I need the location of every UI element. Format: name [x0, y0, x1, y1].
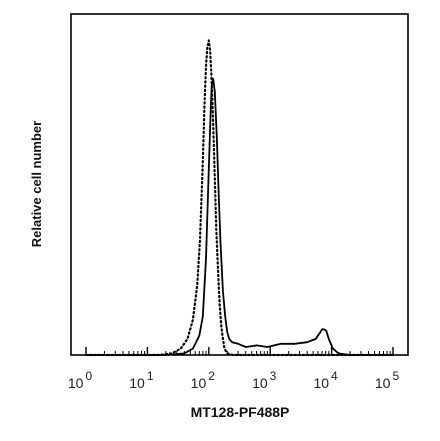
- x-tick-label: 10 1: [129, 369, 154, 391]
- y-axis-title: Relative cell number: [29, 121, 44, 247]
- x-axis-title: MT128-PF488P: [191, 404, 290, 420]
- solid-histogram-line: [85, 78, 394, 356]
- plot-frame: [70, 13, 409, 356]
- x-major-ticks: [85, 347, 394, 355]
- dotted-histogram-line: [84, 39, 395, 357]
- series-layer: [84, 39, 395, 357]
- x-tick-label: 10 5: [375, 369, 400, 391]
- x-tick-labels: 10 0 10 1 10 2 10 3 10 4 10 5: [68, 369, 400, 391]
- x-tick-label: 10 4: [313, 369, 338, 391]
- x-tick-label: 10 3: [252, 369, 277, 391]
- x-tick-label: 10 2: [191, 369, 216, 391]
- x-tick-label: 10 0: [68, 369, 93, 391]
